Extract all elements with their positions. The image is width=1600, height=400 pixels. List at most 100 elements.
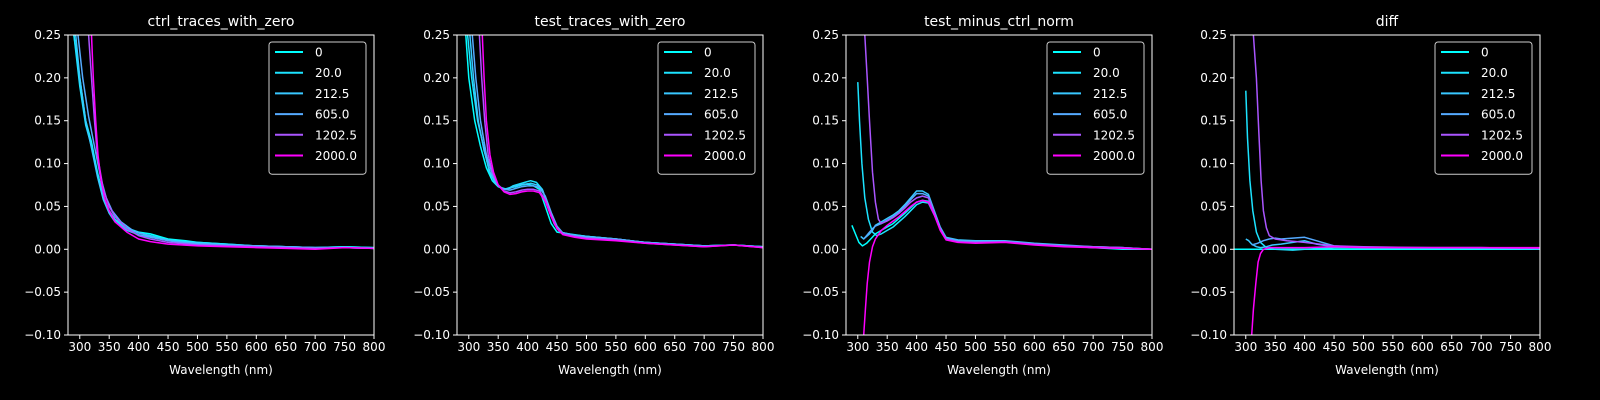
y-tick-label: 0.00 xyxy=(1200,242,1227,256)
y-tick-label: −0.05 xyxy=(413,285,450,299)
chart-title: test_traces_with_zero xyxy=(535,14,686,30)
x-tick-label: 600 xyxy=(1411,340,1434,354)
x-tick-label: 800 xyxy=(363,340,386,354)
y-tick-label: 0.05 xyxy=(1200,199,1227,213)
chart-panel-1: ctrl_traces_with_zero 300 350 400 450 500 550 6… xyxy=(24,14,385,377)
x-tick-label: 300 xyxy=(1234,340,1257,354)
x-tick-label: 300 xyxy=(846,340,869,354)
x-tick-label: 500 xyxy=(964,340,987,354)
legend-box xyxy=(657,41,756,175)
y-tick-label: 0.00 xyxy=(812,242,839,256)
x-tick-label: 400 xyxy=(1293,340,1316,354)
axes-frame xyxy=(456,34,764,336)
legend-label: 1202.5 xyxy=(704,128,746,142)
series-line-2000.0 xyxy=(1250,245,1540,335)
legend-label: 212.5 xyxy=(1481,87,1515,101)
x-axis-label: Wavelength (nm) xyxy=(947,363,1051,377)
y-tick-label: 0.25 xyxy=(423,28,450,42)
legend-label: 605.0 xyxy=(315,108,349,122)
x-tick-label: 350 xyxy=(98,340,121,354)
legend-box xyxy=(1434,41,1533,175)
chart-panel-3: test_minus_ctrl_norm 300 350 400 450 500 550 60… xyxy=(802,14,1163,377)
y-tick-label: 0.10 xyxy=(1200,157,1227,171)
x-tick-label: 400 xyxy=(905,340,928,354)
x-tick-label: 500 xyxy=(575,340,598,354)
legend-label: 2000.0 xyxy=(704,149,746,163)
axes-frame xyxy=(845,34,1153,336)
y-tick-label: 0.25 xyxy=(34,28,61,42)
x-tick-label: 650 xyxy=(1052,340,1075,354)
legend-box xyxy=(1046,41,1145,175)
x-tick-label: 450 xyxy=(157,340,180,354)
series-line-1202.5 xyxy=(864,35,1152,251)
x-tick-label: 600 xyxy=(245,340,268,354)
legend-label: 2000.0 xyxy=(315,149,357,163)
x-tick-label: 350 xyxy=(487,340,510,354)
x-tick-label: 400 xyxy=(516,340,539,354)
legend-label: 212.5 xyxy=(315,87,349,101)
series-line-2000.0 xyxy=(90,35,374,251)
y-tick-label: 0.15 xyxy=(812,114,839,128)
y-tick-label: 0.10 xyxy=(812,157,839,171)
y-tick-label: 0.20 xyxy=(1200,71,1227,85)
legend: 0 20.0 212.5 605.0 1202.5 2000.0 xyxy=(1434,41,1533,175)
x-tick-label: 800 xyxy=(1529,340,1552,354)
x-tick-label: 750 xyxy=(1111,340,1134,354)
y-tick-label: 0.10 xyxy=(423,157,450,171)
x-tick-label: 600 xyxy=(634,340,657,354)
y-tick-label: 0.20 xyxy=(423,71,450,85)
legend-label: 0 xyxy=(1093,46,1101,60)
y-tick-label: 0.05 xyxy=(812,199,839,213)
y-tick-label: 0.15 xyxy=(423,114,450,128)
legend-box xyxy=(268,41,367,175)
series-group xyxy=(1234,35,1540,335)
x-tick-label: 450 xyxy=(1323,340,1346,354)
chart-title: ctrl_traces_with_zero xyxy=(148,14,295,30)
axes-frame xyxy=(1233,34,1541,336)
legend-label: 0 xyxy=(1481,46,1489,60)
x-axis-label: Wavelength (nm) xyxy=(1335,363,1439,377)
legend-label: 1202.5 xyxy=(1481,128,1523,142)
y-tick-label: 0.15 xyxy=(1200,114,1227,128)
x-tick-label: 350 xyxy=(1264,340,1287,354)
x-tick-label: 750 xyxy=(333,340,356,354)
legend: 0 20.0 212.5 605.0 1202.5 2000.0 xyxy=(1046,41,1145,175)
legend-label: 212.5 xyxy=(704,87,738,101)
x-tick-label: 650 xyxy=(1440,340,1463,354)
y-tick-label: −0.10 xyxy=(802,328,839,342)
x-tick-label: 650 xyxy=(274,340,297,354)
y-tick-label: 0.00 xyxy=(34,242,61,256)
series-line-2000.0 xyxy=(862,199,1152,335)
x-tick-label: 700 xyxy=(304,340,327,354)
legend: 0 20.0 212.5 605.0 1202.5 2000.0 xyxy=(657,41,756,175)
chart-panel-2: test_traces_with_zero 300 350 400 450 500 550 6… xyxy=(413,14,774,377)
y-tick-label: −0.10 xyxy=(1190,328,1227,342)
legend-label: 212.5 xyxy=(1093,87,1127,101)
x-tick-label: 700 xyxy=(1082,340,1105,354)
legend-label: 20.0 xyxy=(1481,66,1508,80)
x-tick-label: 750 xyxy=(1499,340,1522,354)
y-tick-label: −0.05 xyxy=(1190,285,1227,299)
x-tick-label: 300 xyxy=(457,340,480,354)
y-tick-label: 0.20 xyxy=(812,71,839,85)
series-group xyxy=(465,35,763,249)
series-group xyxy=(851,35,1152,335)
legend-label: 0 xyxy=(315,46,323,60)
x-axis-label: Wavelength (nm) xyxy=(558,363,662,377)
x-tick-label: 450 xyxy=(546,340,569,354)
y-tick-label: 0.05 xyxy=(34,199,61,213)
x-tick-label: 550 xyxy=(215,340,238,354)
x-tick-label: 500 xyxy=(1352,340,1375,354)
chart-title: diff xyxy=(1376,14,1399,30)
legend-label: 20.0 xyxy=(315,66,342,80)
x-tick-label: 550 xyxy=(604,340,627,354)
series-line-2000.0 xyxy=(481,35,763,249)
y-tick-label: −0.10 xyxy=(24,328,61,342)
legend-label: 2000.0 xyxy=(1093,149,1135,163)
chart-panel-4: diff 300 350 400 450 500 550 600 650 700 750 800 −0.… xyxy=(1190,14,1551,377)
axes-frame xyxy=(67,34,375,336)
legend-label: 20.0 xyxy=(1093,66,1120,80)
legend-label: 20.0 xyxy=(704,66,731,80)
legend-label: 605.0 xyxy=(704,108,738,122)
legend-label: 1202.5 xyxy=(1093,128,1135,142)
